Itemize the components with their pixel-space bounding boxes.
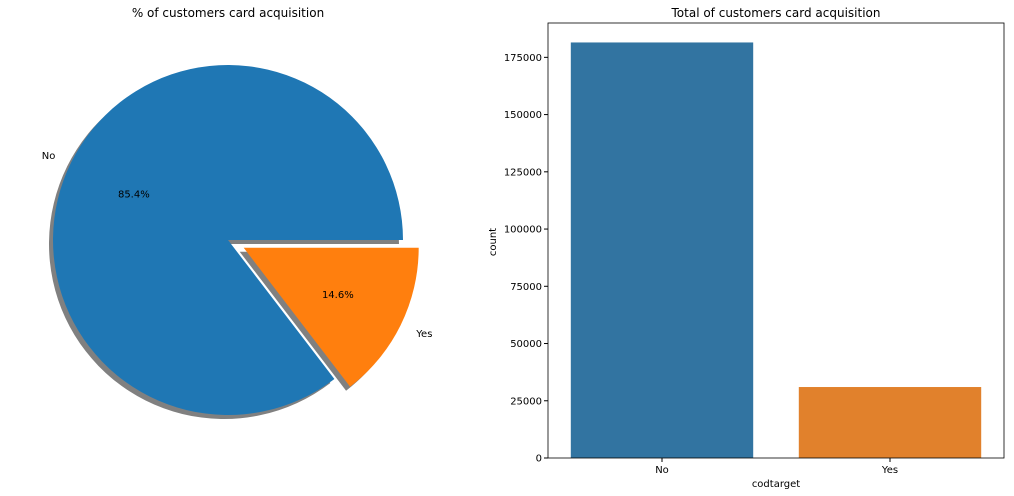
x-axis-label: codtarget [752, 479, 800, 490]
y-tick-label: 150000 [504, 110, 542, 121]
y-tick-label: 125000 [504, 167, 542, 178]
pie-pct-no: 85.4% [118, 190, 150, 201]
bar-title: Total of customers card acquisition [671, 6, 881, 20]
y-tick-label: 175000 [504, 53, 542, 64]
y-tick-label: 75000 [510, 282, 542, 293]
pie-title: % of customers card acquisition [132, 6, 324, 20]
bar-yes [798, 387, 982, 458]
pie-label-no: No [42, 151, 56, 162]
y-tick-label: 25000 [510, 396, 542, 407]
pie-label-yes: Yes [415, 329, 432, 340]
pie-pct-yes: 14.6% [322, 290, 354, 301]
plot-frame [547, 22, 1005, 459]
pie-chart: % of customers card acquisition No 85.4% Y… [42, 6, 432, 420]
y-tick-label: 100000 [504, 225, 542, 236]
bar-chart: Total of customers card acquisition No Ye… [488, 6, 1005, 490]
pie-slice-yes [243, 247, 419, 387]
x-tick-label-yes: Yes [881, 465, 898, 476]
pie-slices: No 85.4% Yes 14.6% [42, 65, 432, 420]
y-axis-label: count [488, 228, 499, 256]
pie-slice-no [52, 65, 403, 416]
y-tick-label: 50000 [510, 339, 542, 350]
y-tick-label: 0 [536, 454, 542, 465]
bar-no [570, 42, 754, 459]
x-tick-label-no: No [655, 465, 669, 476]
bar-plot-area: No Yes 0 25000 50000 75000 100000 125000 150000 1… [504, 22, 1005, 476]
